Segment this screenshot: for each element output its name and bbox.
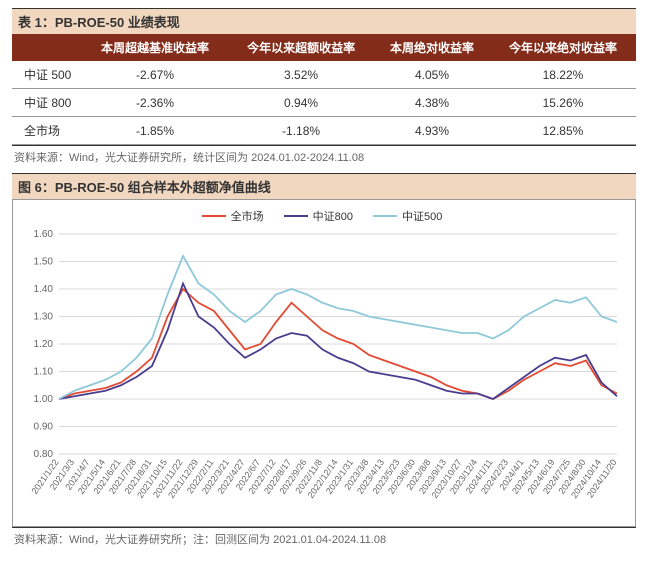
chart-source: 资料来源：Wind，光大证券研究所；注：回测区间为 2021.01.04-202… bbox=[12, 527, 636, 555]
legend-swatch bbox=[373, 215, 397, 218]
chart-legend: 全市场 中证800 中证500 bbox=[19, 208, 625, 224]
svg-text:0.80: 0.80 bbox=[34, 449, 54, 460]
svg-text:1.20: 1.20 bbox=[34, 339, 54, 350]
table-source: 资料来源：Wind，光大证券研究所，统计区间为 2024.01.02-2024.… bbox=[12, 145, 636, 173]
svg-text:1.30: 1.30 bbox=[34, 312, 54, 323]
table-row: 中证 800-2.36%0.94%4.38%15.26% bbox=[12, 89, 636, 117]
table-cell: 4.93% bbox=[374, 117, 490, 145]
legend-swatch bbox=[202, 215, 226, 218]
table-header bbox=[12, 34, 82, 61]
table-cell: 中证 800 bbox=[12, 89, 82, 117]
performance-table: 本周超越基准收益率今年以来超额收益率本周绝对收益率今年以来绝对收益率 中证 50… bbox=[12, 34, 636, 145]
table-cell: -2.67% bbox=[82, 61, 228, 89]
table-cell: -1.18% bbox=[228, 117, 374, 145]
series-line bbox=[59, 256, 617, 399]
chart-title: 图 6：PB-ROE-50 组合样本外超额净值曲线 bbox=[12, 173, 636, 199]
table-header: 本周超越基准收益率 bbox=[82, 34, 228, 61]
table-cell: 4.05% bbox=[374, 61, 490, 89]
table-title: 表 1：PB-ROE-50 业绩表现 bbox=[12, 8, 636, 34]
line-chart: 0.800.901.001.101.201.301.401.501.602021… bbox=[19, 228, 627, 518]
table-cell: 15.26% bbox=[490, 89, 636, 117]
series-line bbox=[59, 284, 617, 400]
legend-label: 中证800 bbox=[313, 208, 353, 224]
svg-text:1.40: 1.40 bbox=[34, 284, 54, 295]
table-cell: 4.38% bbox=[374, 89, 490, 117]
svg-text:1.00: 1.00 bbox=[34, 394, 54, 405]
legend-item: 中证500 bbox=[373, 208, 442, 224]
table-cell: 3.52% bbox=[228, 61, 374, 89]
svg-text:0.90: 0.90 bbox=[34, 422, 54, 433]
svg-text:1.50: 1.50 bbox=[34, 257, 54, 268]
legend-label: 中证500 bbox=[402, 208, 442, 224]
legend-item: 全市场 bbox=[202, 208, 264, 224]
table-cell: 18.22% bbox=[490, 61, 636, 89]
table-cell: -1.85% bbox=[82, 117, 228, 145]
table-cell: 12.85% bbox=[490, 117, 636, 145]
svg-text:1.60: 1.60 bbox=[34, 229, 54, 240]
svg-text:1.10: 1.10 bbox=[34, 367, 54, 378]
table-header: 今年以来绝对收益率 bbox=[490, 34, 636, 61]
legend-swatch bbox=[284, 215, 308, 218]
table-header: 今年以来超额收益率 bbox=[228, 34, 374, 61]
legend-item: 中证800 bbox=[284, 208, 353, 224]
table-cell: 中证 500 bbox=[12, 61, 82, 89]
table-header: 本周绝对收益率 bbox=[374, 34, 490, 61]
table-row: 全市场-1.85%-1.18%4.93%12.85% bbox=[12, 117, 636, 145]
table-cell: 全市场 bbox=[12, 117, 82, 145]
table-cell: -2.36% bbox=[82, 89, 228, 117]
table-cell: 0.94% bbox=[228, 89, 374, 117]
chart-container: 全市场 中证800 中证500 0.80 0.90 1.00 1.10 1.20 1.30 1.… bbox=[12, 199, 636, 527]
legend-label: 全市场 bbox=[231, 208, 264, 224]
table-row: 中证 500-2.67%3.52%4.05%18.22% bbox=[12, 61, 636, 89]
